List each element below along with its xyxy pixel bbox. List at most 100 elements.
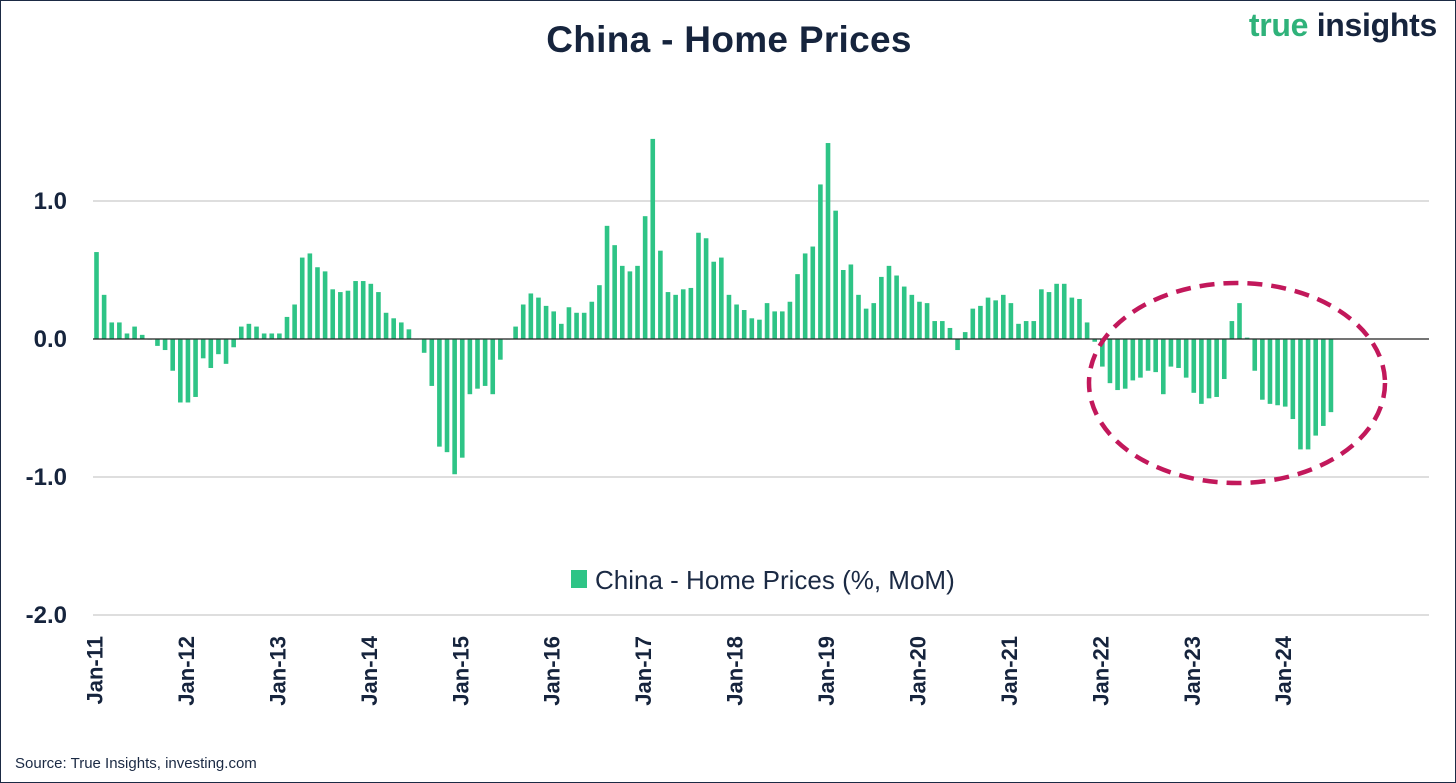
bar bbox=[901, 286, 907, 339]
bar bbox=[536, 297, 541, 339]
y-tick-label: 1.0 bbox=[34, 188, 67, 215]
bar bbox=[1008, 303, 1014, 339]
gridlines bbox=[93, 200, 1429, 616]
x-tick-label: Jan-17 bbox=[631, 636, 656, 706]
bar bbox=[1138, 339, 1143, 378]
bar bbox=[315, 267, 320, 339]
bar bbox=[1092, 339, 1098, 342]
bar bbox=[886, 265, 892, 339]
bar bbox=[109, 322, 115, 339]
bar bbox=[764, 303, 770, 339]
bar bbox=[635, 265, 640, 339]
bar bbox=[330, 289, 336, 339]
bar bbox=[101, 294, 107, 339]
bar bbox=[833, 210, 838, 339]
x-tick-label: Jan-21 bbox=[997, 636, 1022, 706]
legend-swatch bbox=[571, 570, 587, 588]
bar bbox=[399, 322, 404, 339]
bar bbox=[1275, 339, 1280, 406]
bar bbox=[932, 321, 937, 339]
chart-title: China - Home Prices bbox=[546, 19, 912, 60]
y-tick-label: 0.0 bbox=[34, 326, 67, 353]
bar bbox=[711, 261, 717, 339]
bar bbox=[170, 339, 175, 371]
bar bbox=[955, 339, 960, 351]
bar bbox=[772, 311, 777, 339]
brand-logo-part1: true bbox=[1248, 7, 1309, 43]
bar bbox=[254, 326, 259, 339]
bar bbox=[658, 250, 663, 339]
bar bbox=[307, 253, 313, 339]
bar bbox=[391, 318, 396, 339]
bar bbox=[406, 329, 412, 339]
bar bbox=[231, 339, 236, 348]
bar bbox=[94, 252, 99, 339]
bar bbox=[1122, 339, 1128, 389]
bar bbox=[246, 323, 252, 339]
bar bbox=[482, 339, 488, 386]
bar bbox=[894, 275, 899, 339]
bar bbox=[1282, 339, 1288, 407]
bar bbox=[810, 246, 816, 339]
bar bbox=[162, 339, 168, 351]
bar bbox=[1199, 339, 1204, 404]
bar bbox=[277, 333, 282, 339]
bar bbox=[1321, 339, 1326, 426]
bar bbox=[368, 283, 374, 339]
bar bbox=[917, 301, 922, 339]
bar bbox=[185, 339, 191, 403]
bar bbox=[1153, 339, 1158, 373]
bar bbox=[1229, 321, 1235, 339]
bar bbox=[155, 339, 160, 346]
bar bbox=[543, 305, 549, 339]
bar bbox=[360, 281, 366, 339]
bar bbox=[1305, 339, 1311, 450]
bar bbox=[947, 327, 953, 339]
bar bbox=[1313, 339, 1318, 436]
bar bbox=[1100, 339, 1105, 367]
bar bbox=[1130, 339, 1136, 381]
bar bbox=[467, 339, 473, 395]
bar bbox=[604, 225, 610, 339]
x-tick-label: Jan-11 bbox=[83, 636, 108, 705]
bar bbox=[139, 334, 145, 339]
y-tick-label: -1.0 bbox=[26, 464, 67, 491]
bar bbox=[1046, 292, 1052, 339]
bar bbox=[1115, 339, 1120, 391]
bar bbox=[818, 184, 823, 339]
bar bbox=[673, 294, 678, 339]
x-tick-label: Jan-23 bbox=[1180, 636, 1205, 706]
bar bbox=[787, 301, 793, 339]
bar bbox=[1298, 339, 1303, 450]
x-tick-label: Jan-12 bbox=[174, 636, 199, 706]
bar bbox=[612, 245, 617, 339]
x-tick-label: Jan-22 bbox=[1088, 636, 1113, 706]
bar bbox=[1191, 339, 1197, 393]
bar bbox=[825, 143, 831, 339]
bar bbox=[619, 265, 625, 339]
bar bbox=[322, 271, 328, 339]
bar bbox=[124, 333, 130, 339]
bar bbox=[421, 339, 427, 353]
bar bbox=[574, 312, 579, 339]
bar bbox=[193, 339, 198, 397]
bar bbox=[840, 270, 846, 339]
bar bbox=[940, 321, 945, 339]
bar bbox=[642, 216, 648, 339]
bar bbox=[1237, 303, 1242, 339]
bar bbox=[429, 339, 435, 386]
bar bbox=[520, 304, 526, 339]
x-axis-ticks: Jan-11 Jan-12 Jan-13 Jan-14 Jan-15 Jan-16 Jan-… bbox=[83, 635, 1297, 705]
bar bbox=[132, 326, 137, 339]
bar bbox=[216, 339, 221, 355]
bar bbox=[269, 333, 275, 339]
bar bbox=[1107, 339, 1113, 384]
bar bbox=[376, 292, 381, 339]
x-tick-label: Jan-14 bbox=[357, 635, 382, 705]
bar bbox=[498, 339, 503, 360]
bar bbox=[581, 312, 587, 339]
bar bbox=[1069, 297, 1075, 339]
x-tick-label: Jan-13 bbox=[265, 636, 290, 706]
bar bbox=[863, 308, 869, 339]
